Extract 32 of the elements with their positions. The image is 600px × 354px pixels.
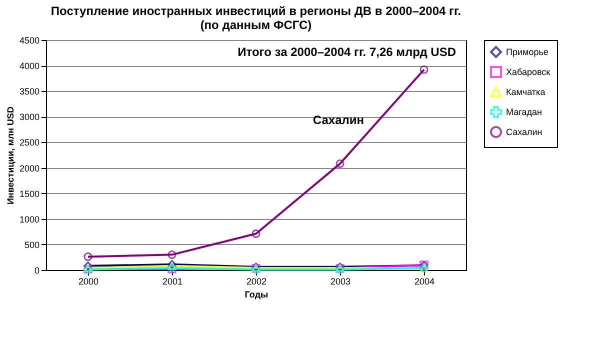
x-tick-label: 2000 [78, 276, 99, 286]
x-tick-label: 2003 [330, 276, 351, 286]
legend-label: Сахалин [506, 127, 542, 137]
y-tick-label: 2000 [19, 163, 40, 174]
y-axis-title: Инвестиции, млн USD [5, 106, 16, 205]
y-tick-label: 3500 [19, 86, 40, 97]
point [336, 159, 344, 168]
legend-label: Хабаровск [506, 67, 550, 77]
legend-label: Приморье [506, 47, 548, 57]
y-tick-label: 3000 [19, 112, 40, 122]
y-tick-label: 0 [34, 266, 40, 276]
y-tick-label: 2500 [19, 138, 40, 148]
point [252, 229, 260, 238]
text: Поступление иностранных инвестиций в регионы ДВ в 2000–2004 гг. [50, 4, 462, 18]
text: (по данным ФСГС) [200, 18, 312, 32]
point [168, 250, 176, 259]
annotation: Сахалин [312, 113, 364, 127]
y-tick-label: 1000 [19, 214, 40, 224]
point [168, 262, 176, 270]
x-axis-title: Годы [244, 290, 269, 300]
x-tick-label: 2002 [246, 276, 267, 286]
point [420, 65, 428, 74]
y-tick-label: 1500 [19, 188, 40, 199]
y-tick-label: 4000 [19, 61, 40, 72]
x-tick-label: 2001 [162, 276, 183, 286]
legend-label: Магадан [506, 107, 542, 117]
point [84, 252, 92, 261]
y-tick-label: 4500 [19, 36, 40, 46]
annotation: Итого за 2000–2004 гг. 7,26 млрд USD [238, 45, 456, 59]
x-tick-label: 2004 [414, 276, 435, 286]
legend-label: Камчатка [506, 87, 546, 97]
y-tick-label: 500 [24, 240, 40, 250]
